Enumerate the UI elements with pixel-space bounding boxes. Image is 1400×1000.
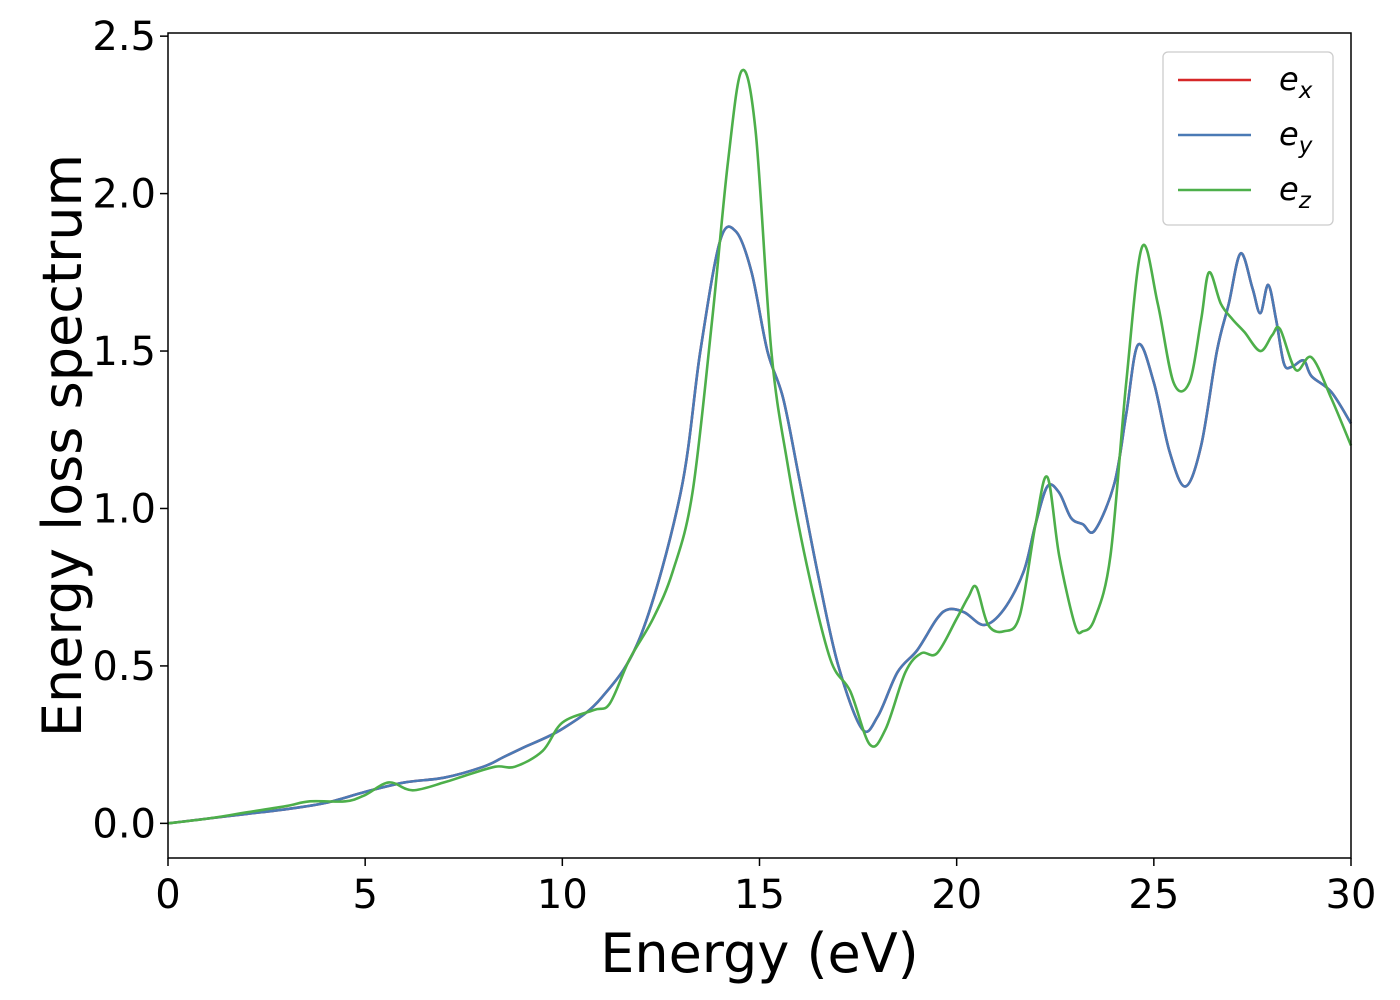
y-tick-label: 1.0 xyxy=(92,486,156,532)
legend-box xyxy=(1162,51,1334,226)
y-tick-label: 0.5 xyxy=(92,644,156,690)
legend-item-x: ex xyxy=(1178,60,1313,104)
x-axis-ticks: 0 5 10 15 20 25 30 xyxy=(155,858,1376,918)
x-axis-title: Energy (eV) xyxy=(600,922,919,985)
y-tick-label: 2.5 xyxy=(92,14,156,60)
x-tick-label: 15 xyxy=(734,872,785,918)
y-tick-label: 0.0 xyxy=(92,801,156,847)
y-axis-ticks: 0.0 0.5 1.0 1.5 2.0 2.5 xyxy=(92,14,168,847)
series-line-y xyxy=(167,225,1353,825)
x-tick-label: 0 xyxy=(155,872,180,918)
series-line-z xyxy=(167,68,1353,825)
series-layer xyxy=(167,68,1353,825)
legend: ex ey ez xyxy=(1162,51,1334,226)
x-tick-label: 20 xyxy=(931,872,982,918)
y-tick-label: 2.0 xyxy=(92,172,156,218)
legend-label: ey xyxy=(1279,115,1313,159)
y-tick-label: 1.5 xyxy=(92,329,156,375)
legend-label: ez xyxy=(1279,170,1312,214)
legend-item-y: ey xyxy=(1178,115,1313,159)
x-tick-label: 5 xyxy=(352,872,377,918)
x-tick-label: 30 xyxy=(1326,872,1377,918)
x-tick-label: 25 xyxy=(1128,872,1179,918)
legend-label: ex xyxy=(1279,60,1313,104)
legend-item-z: ez xyxy=(1178,170,1312,214)
y-axis-title: Energy loss spectrum xyxy=(31,154,94,737)
x-tick-label: 10 xyxy=(537,872,588,918)
